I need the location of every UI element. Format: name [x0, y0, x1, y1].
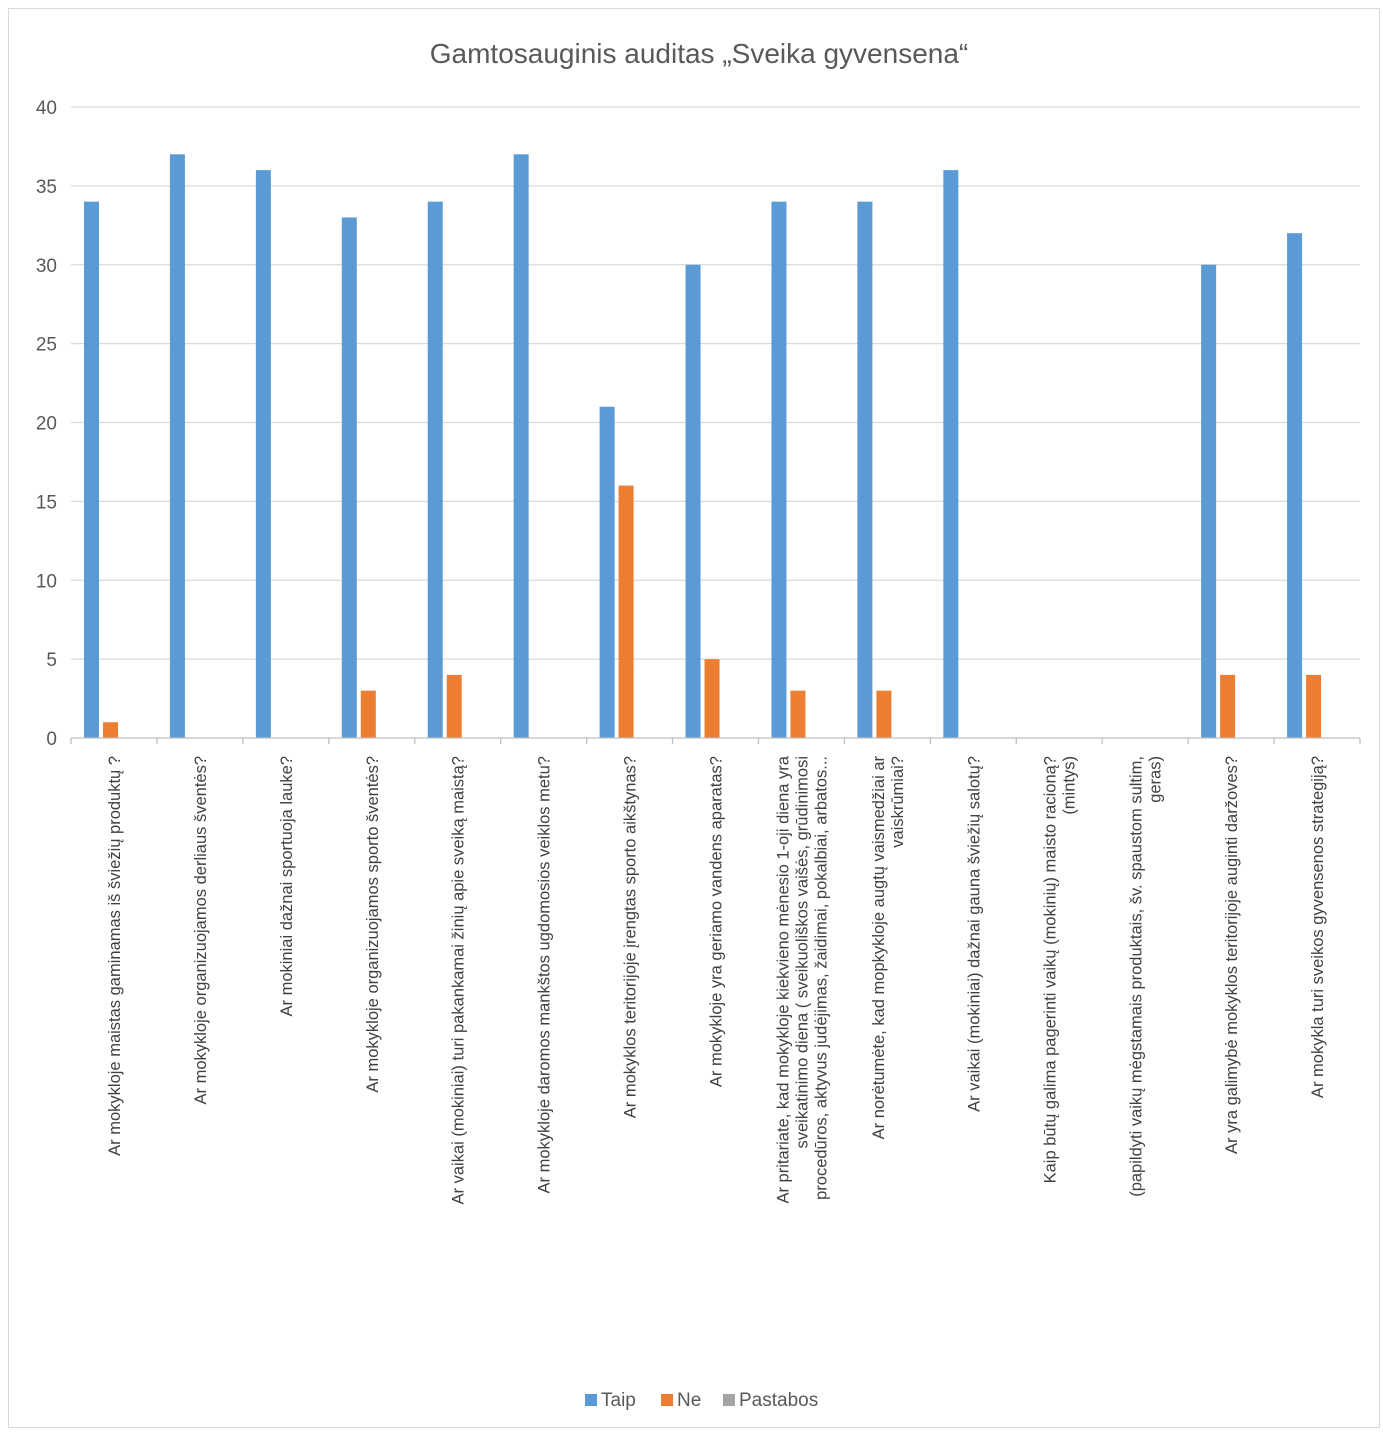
chart-frame: Gamtosauginis auditas „Sveika gyvensena“… [8, 8, 1380, 1428]
bar-ne [618, 485, 634, 738]
x-category-label-line: Ar pritariate, kad mokykloje kiekvieno m… [774, 755, 792, 1203]
x-category-label: Ar yra galimybė mokyklos teritorijoje au… [1223, 756, 1241, 1154]
x-category-label-line: Ar mokykloje organizuojamos sporto švent… [364, 756, 382, 1093]
y-tick-label: 35 [36, 177, 57, 198]
legend-swatch-taip [585, 1394, 597, 1406]
bar-taip [427, 201, 443, 738]
y-tick-label: 5 [46, 650, 57, 671]
x-category-label: Ar mokykloje daromos mankštos ugdomosios… [536, 756, 554, 1193]
legend-label-ne: Ne [677, 1390, 701, 1411]
x-category-label-line: geras) [1147, 756, 1165, 803]
x-category-label-line: sveikatinimo diena ( sveikuoliškos vaišė… [793, 756, 811, 1149]
legend-swatch-ne [661, 1394, 673, 1406]
bar-ne [103, 722, 118, 738]
legend-label-pastabos: Pastabos [739, 1390, 818, 1411]
x-category-label: Ar mokyklos teritorijoje įrengtas sporto… [622, 756, 640, 1118]
bars-layer [84, 154, 1322, 739]
x-category-label: (papildyti vaikų mėgstamais produktais, … [1128, 756, 1165, 1197]
bar-taip [341, 217, 357, 739]
x-category-label: Ar pritariate, kad mokykloje kiekvieno m… [774, 755, 830, 1203]
y-tick-label: 20 [36, 414, 57, 435]
x-category-label-line: Ar mokykloje organizuojamos derliaus šve… [192, 756, 210, 1105]
legend: Taip Ne Pastabos [585, 1390, 818, 1411]
y-tick-label: 10 [36, 571, 57, 592]
x-category-label-line: Ar mokiniai dažnai sportuoja lauke? [278, 756, 296, 1016]
x-category-label: Ar vaikai (mokiniai) dažnai gauna švieži… [965, 756, 983, 1112]
bar-taip [255, 170, 271, 739]
bar-taip [84, 201, 99, 738]
bar-ne [704, 659, 720, 738]
bar-ne [1220, 674, 1236, 738]
x-category-label-line: Ar yra galimybė mokyklos teritorijoje au… [1223, 756, 1241, 1154]
bar-ne [876, 690, 892, 738]
bar-taip [771, 201, 787, 738]
x-category-label: Ar vaikai (mokiniai) turi pakankamai žin… [450, 756, 468, 1204]
x-category-label-line: Ar norėtumėte, kad mopkykloje augtų vais… [870, 756, 888, 1140]
bar-ne [1306, 674, 1322, 738]
x-category-label: Ar mokykloje yra geriamo vandens aparata… [708, 756, 726, 1087]
x-category-label: Ar norėtumėte, kad mopkykloje augtų vais… [870, 756, 907, 1140]
x-category-label-line: Ar mokykloje yra geriamo vandens aparata… [708, 756, 726, 1087]
y-tick-label: 40 [36, 98, 57, 119]
chart-svg: Gamtosauginis auditas „Sveika gyvensena“… [36, 38, 1361, 1411]
y-tick-label: 25 [36, 335, 57, 356]
y-tick-label: 30 [36, 256, 57, 277]
bar-ne [360, 690, 376, 738]
x-category-label: Ar mokiniai dažnai sportuoja lauke? [278, 756, 296, 1016]
x-category-label-line: Kaip būtų galima pagerinti vaikų (mokini… [1042, 756, 1060, 1183]
legend-label-taip: Taip [601, 1390, 636, 1411]
bar-taip [1287, 233, 1303, 738]
y-tick-label: 15 [36, 492, 57, 513]
bar-taip [599, 406, 615, 738]
x-category-label: Ar mokykla turi sveikos gyvensenos strat… [1309, 756, 1327, 1098]
x-category-label-line: (mintys) [1061, 756, 1079, 815]
x-category-label: Ar mokykloje organizuojamos sporto švent… [364, 756, 382, 1093]
bar-ne [790, 690, 806, 738]
category-labels: Ar mokykloje maistas gaminamas iš švieži… [106, 755, 1327, 1204]
x-category-label-line: Ar vaikai (mokiniai) dažnai gauna švieži… [965, 756, 983, 1112]
y-tick-label: 0 [46, 729, 57, 750]
bar-taip [513, 154, 529, 738]
bar-taip [857, 201, 873, 738]
x-category-label-line: Ar vaikai (mokiniai) turi pakankamai žin… [450, 756, 468, 1204]
x-category-label: Ar mokykloje maistas gaminamas iš švieži… [106, 756, 124, 1156]
x-category-label-line: Ar mokykla turi sveikos gyvensenos strat… [1309, 756, 1327, 1098]
x-category-label-line: Ar mokykloje daromos mankštos ugdomosios… [536, 756, 554, 1193]
grid-layer [71, 106, 1360, 660]
legend-swatch-pastabos [723, 1394, 735, 1406]
x-category-label-line: vaiskrūmiai? [889, 756, 907, 848]
x-category-label-line: Ar mokykloje maistas gaminamas iš švieži… [106, 756, 124, 1156]
bar-ne [446, 674, 462, 738]
axis-layer: 0 5 10 15 20 25 30 35 40 [36, 98, 1361, 750]
bar-taip [1201, 264, 1217, 738]
x-category-label: Ar mokykloje organizuojamos derliaus šve… [192, 756, 210, 1105]
bar-taip [685, 264, 701, 738]
chart-title: Gamtosauginis auditas „Sveika gyvensena“ [430, 38, 969, 69]
x-category-label-line: procedūros, aktyvus judėjimas, žaidimai,… [812, 756, 830, 1200]
x-category-label-line: Ar mokyklos teritorijoje įrengtas sporto… [622, 756, 640, 1118]
x-category-label-line: (papildyti vaikų mėgstamais produktais, … [1128, 756, 1146, 1197]
bar-taip [943, 170, 959, 739]
x-category-label: Kaip būtų galima pagerinti vaikų (mokini… [1042, 756, 1079, 1183]
bar-taip [169, 154, 185, 738]
